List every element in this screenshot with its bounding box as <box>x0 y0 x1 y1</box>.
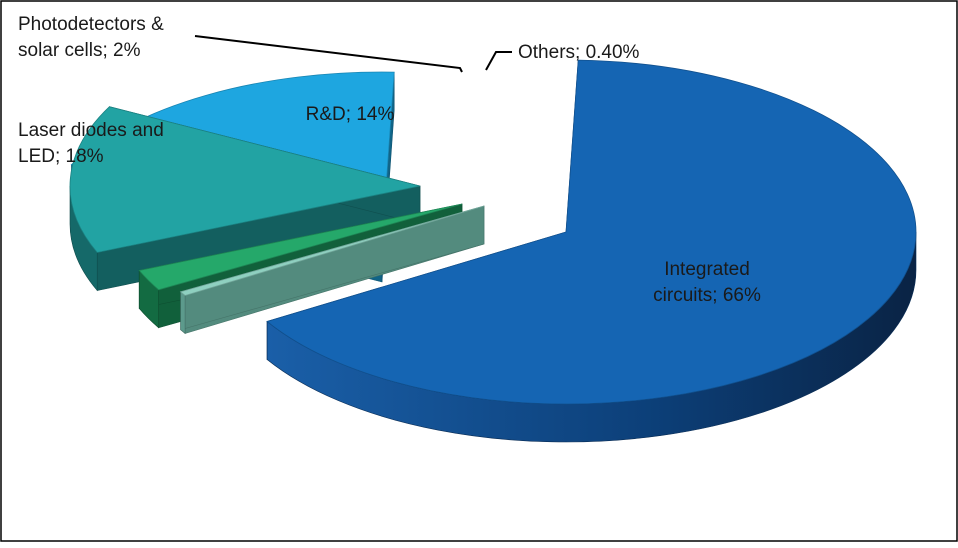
data-label: Photodetectors & solar cells; 2% <box>18 14 164 61</box>
leader-line <box>485 51 512 71</box>
pie-slice-others <box>179 205 485 335</box>
pie-slice-integrated-circuits <box>266 59 917 443</box>
data-label: Laser diodes and LED; 18% <box>18 120 164 167</box>
data-label: R&D; 14% <box>306 104 395 125</box>
data-label: Integrated circuits; 66% <box>653 259 761 306</box>
leader-line <box>194 35 463 73</box>
data-label: Others; 0.40% <box>518 42 640 63</box>
